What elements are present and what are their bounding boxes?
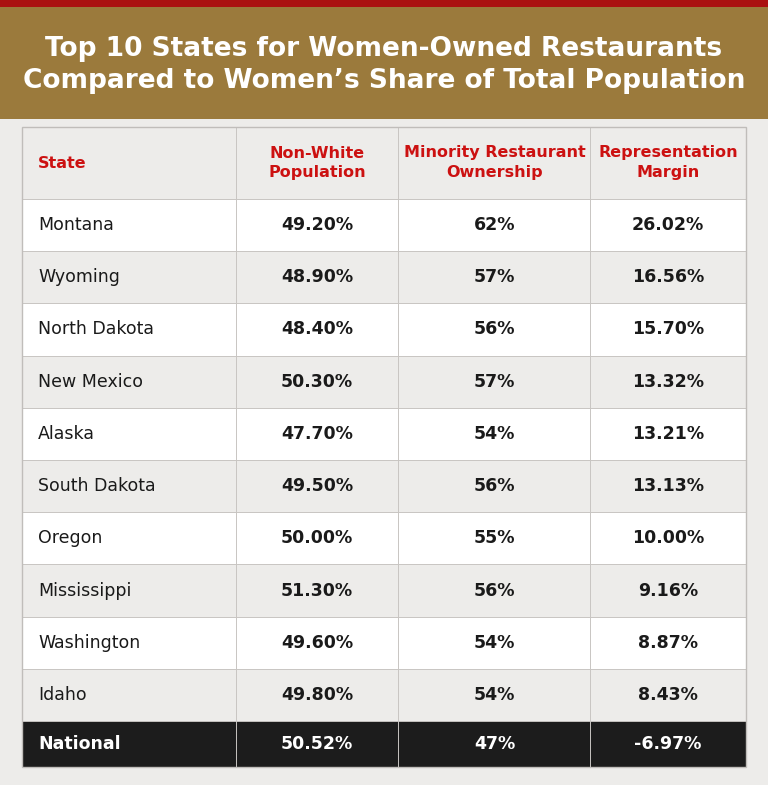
Text: 56%: 56%: [474, 582, 515, 600]
Text: National: National: [38, 735, 121, 753]
Text: 49.60%: 49.60%: [281, 633, 353, 652]
Text: 54%: 54%: [474, 686, 515, 704]
Text: 51.30%: 51.30%: [281, 582, 353, 600]
Text: 50.30%: 50.30%: [281, 373, 353, 391]
Text: Oregon: Oregon: [38, 529, 102, 547]
Text: Non-White: Non-White: [270, 145, 365, 160]
Bar: [22, 460, 746, 512]
Text: Representation: Representation: [598, 145, 738, 160]
Bar: [22, 407, 746, 460]
Text: Alaska: Alaska: [38, 425, 95, 443]
Text: 13.32%: 13.32%: [632, 373, 704, 391]
Text: 26.02%: 26.02%: [632, 216, 704, 234]
Bar: [22, 512, 746, 564]
Bar: [22, 721, 746, 767]
Text: New Mexico: New Mexico: [38, 373, 143, 391]
Bar: [22, 616, 746, 669]
Text: Minority Restaurant: Minority Restaurant: [403, 145, 585, 160]
Text: 50.52%: 50.52%: [281, 735, 353, 753]
Text: 47.70%: 47.70%: [281, 425, 353, 443]
Bar: [22, 127, 746, 767]
Bar: [22, 127, 746, 199]
Text: 8.43%: 8.43%: [638, 686, 698, 704]
Text: Ownership: Ownership: [446, 166, 543, 181]
Text: 48.90%: 48.90%: [281, 268, 353, 287]
Text: 8.87%: 8.87%: [638, 633, 698, 652]
Bar: [22, 356, 746, 407]
Text: 57%: 57%: [474, 268, 515, 287]
Text: 56%: 56%: [474, 320, 515, 338]
Text: 62%: 62%: [474, 216, 515, 234]
Bar: [22, 564, 746, 616]
Bar: [22, 303, 746, 356]
Bar: [22, 251, 746, 303]
Text: Montana: Montana: [38, 216, 114, 234]
Bar: [0, 0, 768, 7]
Text: 56%: 56%: [474, 477, 515, 495]
Text: 49.20%: 49.20%: [281, 216, 353, 234]
Text: 10.00%: 10.00%: [632, 529, 704, 547]
Text: 16.56%: 16.56%: [632, 268, 704, 287]
Text: Top 10 States for Women-Owned Restaurants: Top 10 States for Women-Owned Restaurant…: [45, 36, 723, 62]
Text: Population: Population: [268, 166, 366, 181]
Text: 47%: 47%: [474, 735, 515, 753]
Text: 55%: 55%: [474, 529, 515, 547]
Text: Idaho: Idaho: [38, 686, 87, 704]
Bar: [22, 127, 746, 767]
Text: Washington: Washington: [38, 633, 141, 652]
Text: North Dakota: North Dakota: [38, 320, 154, 338]
Text: Margin: Margin: [637, 166, 700, 181]
Bar: [22, 669, 746, 721]
Bar: [22, 199, 746, 251]
Text: 13.21%: 13.21%: [632, 425, 704, 443]
Text: South Dakota: South Dakota: [38, 477, 156, 495]
Text: -6.97%: -6.97%: [634, 735, 702, 753]
Text: 54%: 54%: [474, 633, 515, 652]
Text: 57%: 57%: [474, 373, 515, 391]
Text: State: State: [38, 155, 87, 170]
Text: Compared to Women’s Share of Total Population: Compared to Women’s Share of Total Popul…: [23, 68, 745, 94]
Text: 48.40%: 48.40%: [281, 320, 353, 338]
Bar: [0, 7, 768, 119]
Text: Mississippi: Mississippi: [38, 582, 131, 600]
Text: 54%: 54%: [474, 425, 515, 443]
Text: 9.16%: 9.16%: [638, 582, 698, 600]
Text: 15.70%: 15.70%: [632, 320, 704, 338]
Text: 49.80%: 49.80%: [281, 686, 353, 704]
Text: 50.00%: 50.00%: [281, 529, 353, 547]
Text: Wyoming: Wyoming: [38, 268, 120, 287]
Text: 49.50%: 49.50%: [281, 477, 353, 495]
Text: 13.13%: 13.13%: [632, 477, 704, 495]
